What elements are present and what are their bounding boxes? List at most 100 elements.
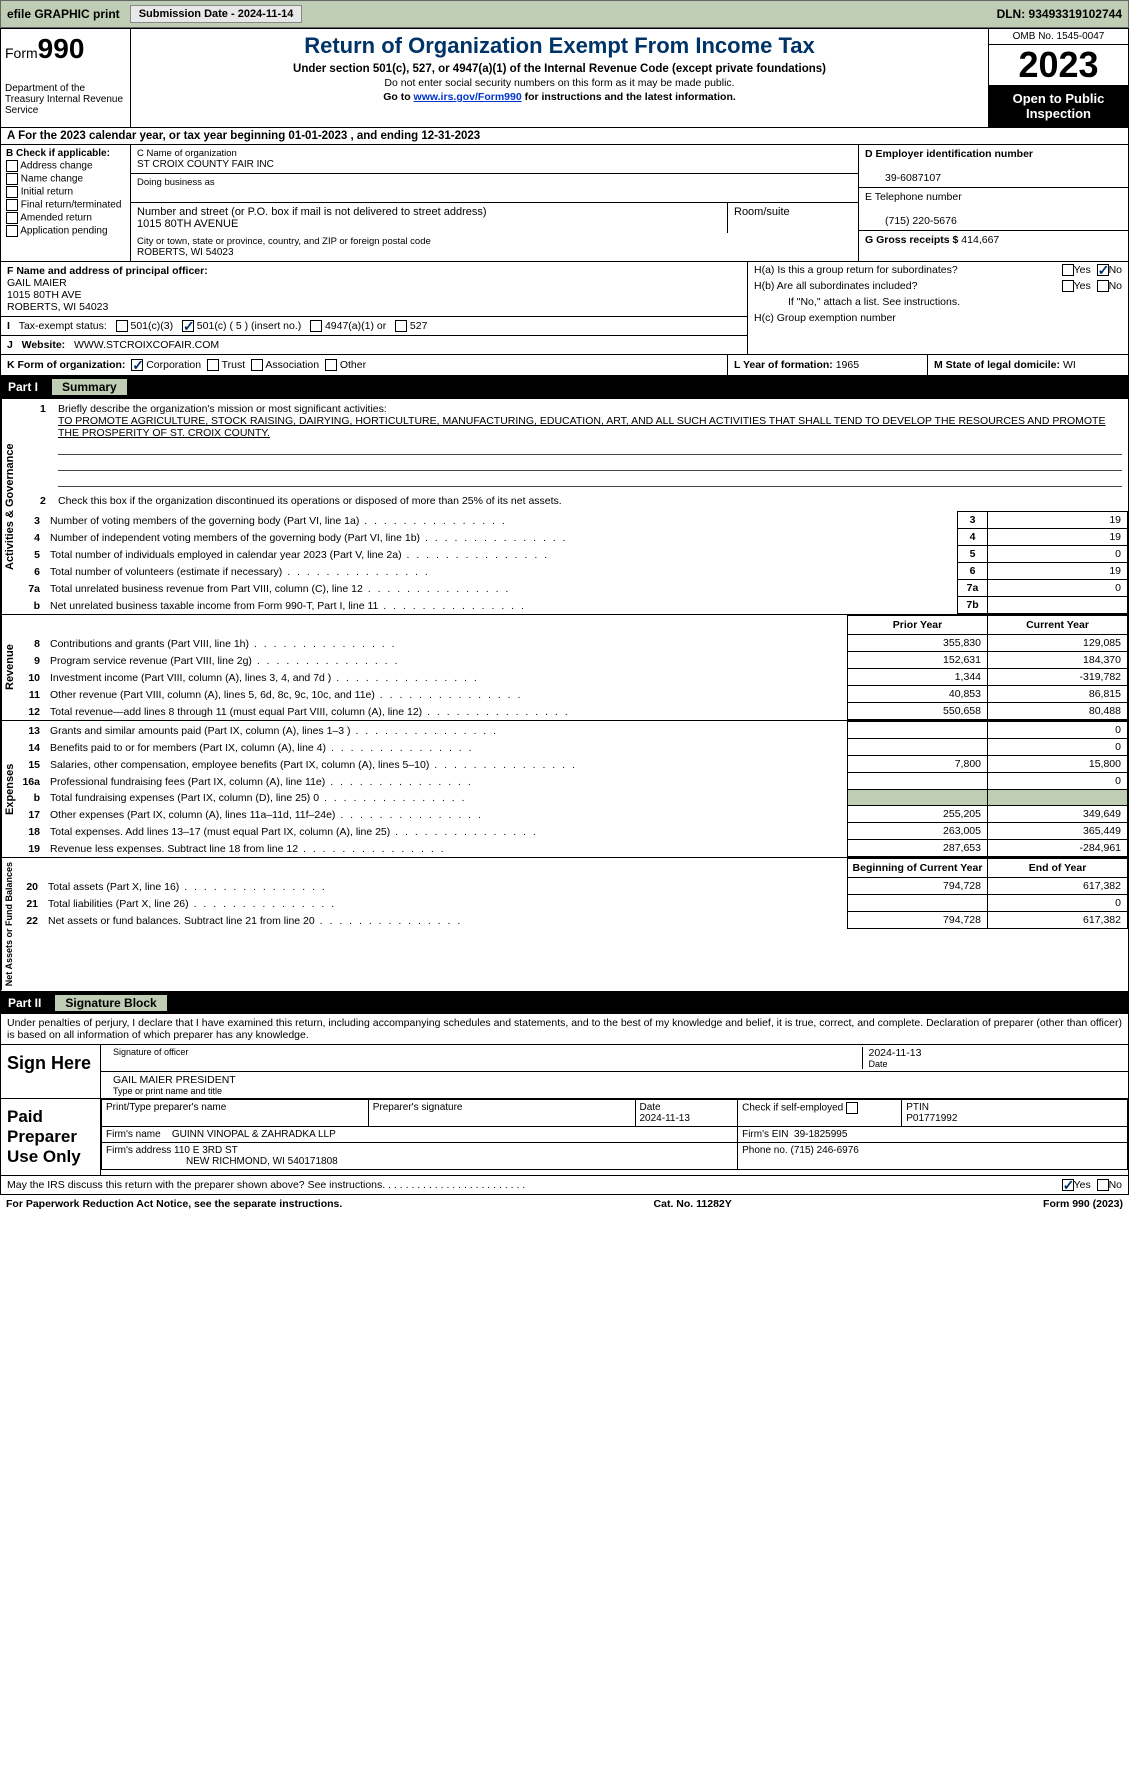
website-row: J Website: WWW.STCROIXCOFAIR.COM xyxy=(1,336,747,354)
declaration-text: Under penalties of perjury, I declare th… xyxy=(1,1014,1128,1044)
chk-trust[interactable] xyxy=(207,359,219,371)
chk-ha-no[interactable] xyxy=(1097,264,1109,276)
table-row: 22Net assets or fund balances. Subtract … xyxy=(16,912,1128,929)
chk-app-pending[interactable]: Application pending xyxy=(6,225,125,237)
part1-header: Part ISummary xyxy=(0,376,1129,398)
table-row: 8Contributions and grants (Part VIII, li… xyxy=(18,635,1128,652)
table-row: bNet unrelated business taxable income f… xyxy=(18,597,1128,614)
revenue-table: Prior YearCurrent Year 8Contributions an… xyxy=(18,615,1128,720)
street-address: 1015 80TH AVENUE xyxy=(137,218,238,230)
omb-number: OMB No. 1545-0047 xyxy=(989,29,1128,45)
top-toolbar: efile GRAPHIC print Submission Date - 20… xyxy=(0,0,1129,28)
vlabel-expenses: Expenses xyxy=(1,721,18,857)
chk-ha-yes[interactable] xyxy=(1062,264,1074,276)
irs-link[interactable]: www.irs.gov/Form990 xyxy=(414,91,522,103)
table-row: 4Number of independent voting members of… xyxy=(18,529,1128,546)
tax-year: 2023 xyxy=(989,45,1128,85)
phone-value: (715) 220-5676 xyxy=(865,215,957,227)
subtitle-3: Go to www.irs.gov/Form990 for instructio… xyxy=(139,91,980,103)
open-inspection-badge: Open to Public Inspection xyxy=(989,85,1128,127)
subtitle-2: Do not enter social security numbers on … xyxy=(139,77,980,89)
q2-discontinued: 2Check this box if the organization disc… xyxy=(18,491,1128,511)
table-row: 11Other revenue (Part VIII, column (A), … xyxy=(18,686,1128,703)
chk-hb-no[interactable] xyxy=(1097,280,1109,292)
row-k: K Form of organization: Corporation Trus… xyxy=(0,355,1129,376)
vlabel-governance: Activities & Governance xyxy=(1,399,18,614)
gross-receipts-box: G Gross receipts $ 414,667 xyxy=(859,231,1128,249)
chk-527[interactable] xyxy=(395,320,407,332)
chk-name-change[interactable]: Name change xyxy=(6,173,125,185)
hb-note: If "No," attach a list. See instructions… xyxy=(748,294,1128,310)
table-row: 19Revenue less expenses. Subtract line 1… xyxy=(18,840,1128,857)
irs-discuss-row: May the IRS discuss this return with the… xyxy=(1,1175,1128,1194)
dept-label: Department of the Treasury Internal Reve… xyxy=(5,83,126,116)
chk-501c[interactable] xyxy=(182,320,194,332)
subtitle-1: Under section 501(c), 527, or 4947(a)(1)… xyxy=(139,63,980,75)
row-a-tax-year: A For the 2023 calendar year, or tax yea… xyxy=(0,128,1129,145)
table-row: 16aProfessional fundraising fees (Part I… xyxy=(18,773,1128,790)
chk-irs-no[interactable] xyxy=(1097,1179,1109,1191)
table-row: 5Total number of individuals employed in… xyxy=(18,546,1128,563)
chk-501c3[interactable] xyxy=(116,320,128,332)
city-state-zip: ROBERTS, WI 54023 xyxy=(137,247,234,258)
chk-irs-yes[interactable] xyxy=(1062,1179,1074,1191)
table-row: 13Grants and similar amounts paid (Part … xyxy=(18,722,1128,739)
city-box: City or town, state or province, country… xyxy=(131,233,858,261)
year-formation: 1965 xyxy=(836,359,859,371)
org-name: ST CROIX COUNTY FAIR INC xyxy=(137,159,274,170)
firm-ein: 39-1825995 xyxy=(794,1129,847,1140)
chk-4947[interactable] xyxy=(310,320,322,332)
chk-amended[interactable]: Amended return xyxy=(6,212,125,224)
governance-table: 3Number of voting members of the governi… xyxy=(18,511,1128,614)
sign-here-label: Sign Here xyxy=(1,1045,101,1098)
form-number: Form990 xyxy=(5,33,126,65)
chk-assoc[interactable] xyxy=(251,359,263,371)
form-title: Return of Organization Exempt From Incom… xyxy=(139,33,980,59)
chk-other[interactable] xyxy=(325,359,337,371)
ha-row: H(a) Is this a group return for subordin… xyxy=(748,262,1128,278)
vlabel-revenue: Revenue xyxy=(1,615,18,720)
chk-address-change[interactable]: Address change xyxy=(6,160,125,172)
chk-final-return[interactable]: Final return/terminated xyxy=(6,199,125,211)
table-row: 10Investment income (Part VIII, column (… xyxy=(18,669,1128,686)
chk-hb-yes[interactable] xyxy=(1062,280,1074,292)
chk-initial-return[interactable]: Initial return xyxy=(6,186,125,198)
net-assets-table: Beginning of Current YearEnd of Year 20T… xyxy=(16,858,1128,929)
chk-corp[interactable] xyxy=(131,359,143,371)
firm-name: GUINN VINOPAL & ZAHRADKA LLP xyxy=(172,1129,336,1140)
preparer-table: Print/Type preparer's name Preparer's si… xyxy=(101,1099,1128,1170)
vlabel-net: Net Assets or Fund Balances xyxy=(1,858,16,990)
phone-box: E Telephone number(715) 220-5676 xyxy=(859,188,1128,231)
entity-info-grid: B Check if applicable: Address change Na… xyxy=(0,145,1129,262)
dba-box: Doing business as xyxy=(131,174,858,203)
table-row: 6Total number of volunteers (estimate if… xyxy=(18,563,1128,580)
expenses-table: 13Grants and similar amounts paid (Part … xyxy=(18,721,1128,857)
col-b-checkboxes: B Check if applicable: Address change Na… xyxy=(1,145,131,261)
website-value: WWW.STCROIXCOFAIR.COM xyxy=(74,339,219,351)
officer-box: F Name and address of principal officer:… xyxy=(1,262,747,317)
firm-phone: (715) 246-6976 xyxy=(790,1145,858,1156)
gross-receipts: 414,667 xyxy=(961,234,999,246)
summary-section: Activities & Governance 1Briefly describ… xyxy=(0,398,1129,991)
table-row: 3Number of voting members of the governi… xyxy=(18,512,1128,529)
dln-label: DLN: 93493319102744 xyxy=(997,7,1122,21)
ein-box: D Employer identification number39-60871… xyxy=(859,145,1128,188)
hc-row: H(c) Group exemption number xyxy=(748,310,1128,326)
officer-status-grid: F Name and address of principal officer:… xyxy=(0,262,1129,355)
state-domicile: WI xyxy=(1063,359,1076,371)
officer-name: GAIL MAIER PRESIDENT xyxy=(113,1074,236,1086)
signature-block: Under penalties of perjury, I declare th… xyxy=(0,1014,1129,1195)
table-row: 15Salaries, other compensation, employee… xyxy=(18,756,1128,773)
paid-preparer-label: Paid Preparer Use Only xyxy=(1,1099,101,1175)
efile-label: efile GRAPHIC print xyxy=(7,7,120,21)
org-name-box: C Name of organization ST CROIX COUNTY F… xyxy=(131,145,858,174)
ein-value: 39-6087107 xyxy=(865,172,941,184)
submission-date-button[interactable]: Submission Date - 2024-11-14 xyxy=(130,5,303,23)
page-footer: For Paperwork Reduction Act Notice, see … xyxy=(0,1195,1129,1213)
table-row: 21Total liabilities (Part X, line 26)0 xyxy=(16,895,1128,912)
chk-self-employed[interactable] xyxy=(846,1102,858,1114)
part2-header: Part IISignature Block xyxy=(0,992,1129,1014)
table-row: 20Total assets (Part X, line 16)794,7286… xyxy=(16,878,1128,895)
table-row: 9Program service revenue (Part VIII, lin… xyxy=(18,652,1128,669)
mission-text: TO PROMOTE AGRICULTURE, STOCK RAISING, D… xyxy=(58,415,1105,439)
